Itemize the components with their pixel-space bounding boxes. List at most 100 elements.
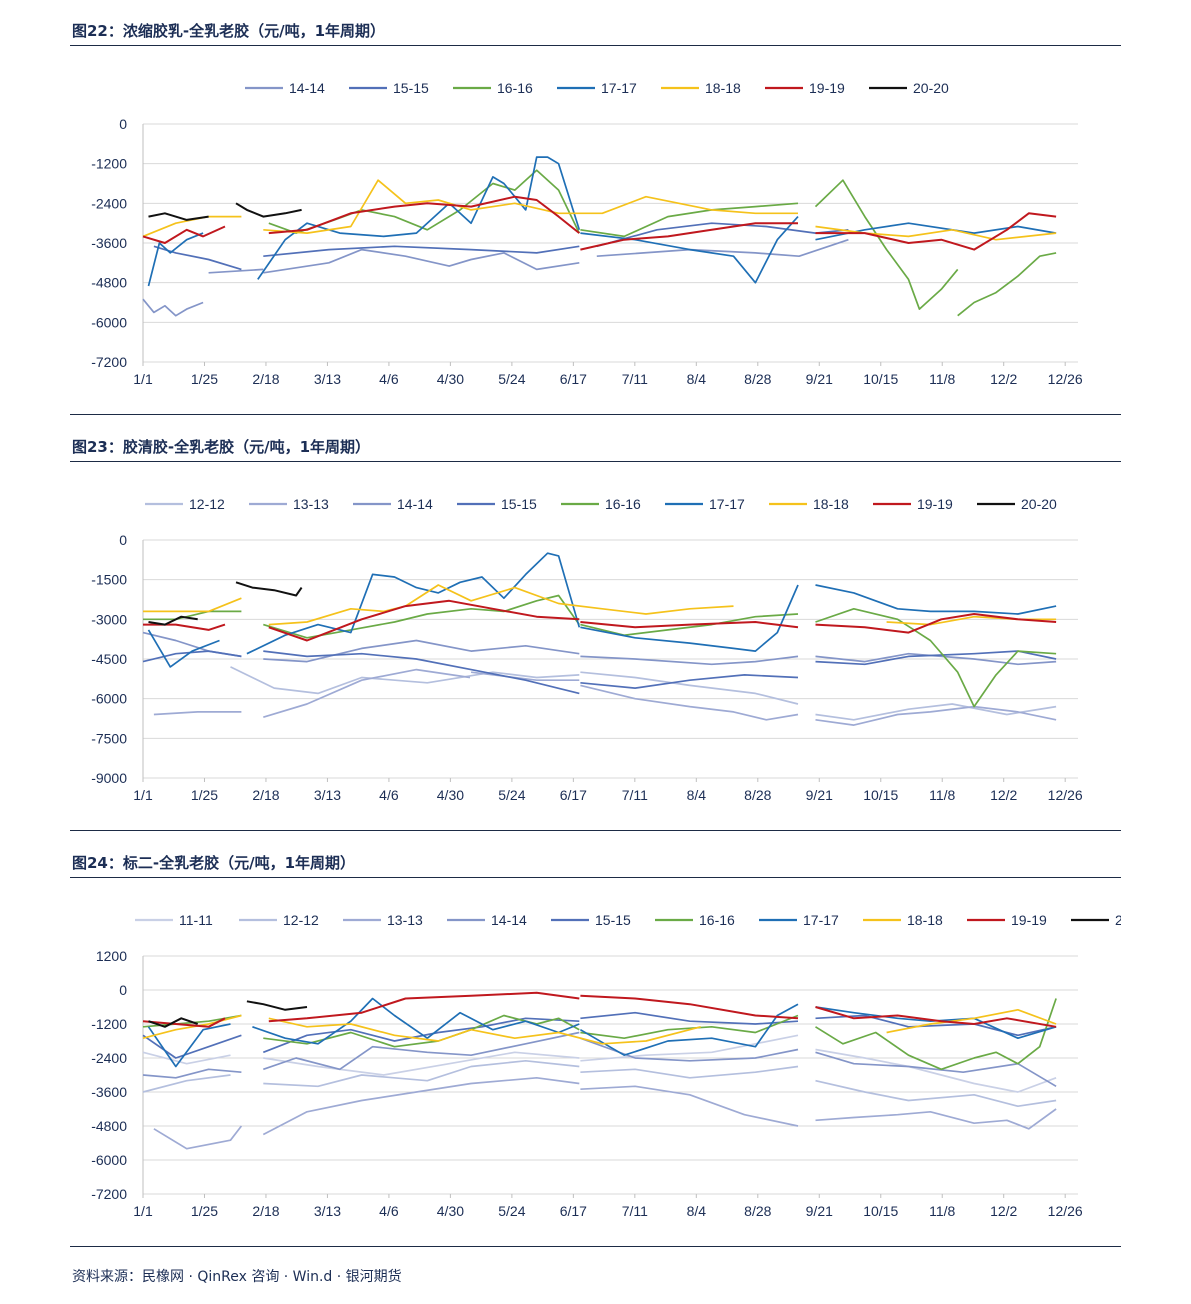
series-line-15-15 <box>815 650 1057 666</box>
x-tick-label: 4/30 <box>437 1203 464 1219</box>
x-tick-label: 11/8 <box>929 787 955 803</box>
series-line-19-19 <box>815 1006 1057 1028</box>
series-line-17-17 <box>147 629 220 668</box>
x-tick-label: 5/24 <box>498 787 525 803</box>
x-tick-label: 9/21 <box>806 371 833 387</box>
x-tick-label: 10/15 <box>863 787 898 803</box>
chart-panel-3: 1200 0 -1200 -2400 -3600 -4800 -6000 -7200 1/1 1/… <box>70 880 1151 1246</box>
legend-label: 11-11 <box>179 912 213 928</box>
series-line-15-15 <box>580 1011 799 1025</box>
legend-label: 20-20 <box>913 80 949 96</box>
series-line-17-17 <box>147 1023 231 1068</box>
legend-entry-19-19: 19-19 <box>873 496 953 512</box>
series-line-18-18 <box>142 1014 242 1040</box>
legend-entry-17-17: 17-17 <box>759 912 839 928</box>
x-tick-label: 8/28 <box>744 1203 771 1219</box>
x-tick-label: 4/30 <box>437 371 464 387</box>
chart-svg-2: 0 -1500 -3000 -4500 -6000 -7500 -9000 1/1 1/25 2/… <box>91 496 1083 803</box>
series-line-15-15 <box>263 650 580 695</box>
legend-entry-15-15: 15-15 <box>551 912 631 928</box>
y-tick-label: -4800 <box>91 1118 127 1134</box>
series-line-14-14 <box>815 652 1057 666</box>
series-line-19-19 <box>268 195 580 235</box>
y-tick-label: 0 <box>119 116 127 132</box>
series-line-14-14 <box>263 248 580 274</box>
legend-entry-14-14: 14-14 <box>447 912 527 928</box>
legend-label: 13-13 <box>293 496 329 512</box>
chart-title-3: 图24：标二-全乳老胶（元/吨，1年周期） <box>72 854 356 872</box>
series-line-12-12 <box>815 1079 1057 1108</box>
series-line-17-17 <box>246 552 581 655</box>
bottom-rule-1 <box>70 414 1121 415</box>
x-tick-label: 10/15 <box>863 1203 898 1219</box>
y-tick-label: 0 <box>119 532 127 548</box>
legend-label: 14-14 <box>289 80 325 96</box>
top-rule-3 <box>70 877 1121 878</box>
legend-label: 17-17 <box>601 80 637 96</box>
series-line-11-11 <box>815 1048 1057 1093</box>
series-line-14-14 <box>142 298 204 317</box>
x-tick-label: 8/4 <box>687 371 707 387</box>
x-tick-label: 3/13 <box>314 787 341 803</box>
x-tick-label: 4/6 <box>379 787 399 803</box>
series-line-17-17 <box>815 1006 1057 1040</box>
legend-entry-19-19: 19-19 <box>765 80 845 96</box>
x-tick-label: 9/21 <box>806 1203 833 1219</box>
chart-panel-1: 0 -1200 -2400 -3600 -4800 -6000 -7200 1/1 1/25 2/… <box>70 48 1121 414</box>
x-tick-label: 7/11 <box>622 1203 648 1219</box>
legend-label: 19-19 <box>1011 912 1047 928</box>
legend-entry-11-11: 11-11 <box>135 912 213 928</box>
x-tick-label: 7/11 <box>622 371 648 387</box>
series-line-20-20 <box>246 1000 308 1011</box>
x-tick-label: 4/6 <box>379 371 399 387</box>
series-line-18-18 <box>268 1017 701 1045</box>
y-tick-label: -4800 <box>91 275 127 291</box>
legend-entry-20-20: 20-20 <box>869 80 949 96</box>
x-tick-label: 1/1 <box>133 371 153 387</box>
chart-title-2: 图23：胶清胶-全乳老胶（元/吨，1年周期） <box>72 438 371 456</box>
series-line-13-13 <box>153 711 242 716</box>
series-line-12-12 <box>580 671 799 705</box>
series-line-17-17 <box>252 997 580 1045</box>
x-tick-label: 3/13 <box>314 1203 341 1219</box>
x-tick-label: 2/18 <box>252 787 279 803</box>
series-line-19-19 <box>815 613 1057 634</box>
series-line-17-17 <box>579 1003 799 1057</box>
y-tick-label: -1200 <box>91 1016 127 1032</box>
legend-label: 17-17 <box>709 496 745 512</box>
series-line-12-12 <box>815 703 1057 721</box>
x-tick-label: 1/25 <box>191 371 218 387</box>
x-tick-label: 10/15 <box>863 371 898 387</box>
series-line-16-16 <box>580 202 799 238</box>
series-line-12-12 <box>580 1065 799 1079</box>
x-tick-label: 2/18 <box>252 1203 279 1219</box>
y-tick-label: -1200 <box>91 156 127 172</box>
y-tick-label: -9000 <box>91 770 127 786</box>
x-tick-label: 6/17 <box>560 371 587 387</box>
series-line-19-19 <box>268 991 580 1023</box>
chart-svg-1: 0 -1200 -2400 -3600 -4800 -6000 -7200 1/1 1/25 2/… <box>91 80 1083 387</box>
series-line-11-11 <box>142 1051 231 1065</box>
series-line-19-19 <box>268 599 580 642</box>
series-line-13-13 <box>470 671 580 682</box>
series-line-20-20 <box>148 615 198 626</box>
legend-entry-17-17: 17-17 <box>557 80 637 96</box>
x-tick-label: 11/8 <box>929 1203 955 1219</box>
legend-entry-17-17: 17-17 <box>665 496 745 512</box>
series-line-18-18 <box>268 584 734 626</box>
y-tick-label: 0 <box>119 982 127 998</box>
legend-entry-15-15: 15-15 <box>349 80 429 96</box>
x-tick-label: 12/2 <box>990 787 1017 803</box>
series-line-13-13 <box>262 1076 580 1136</box>
series-line-12-12 <box>142 1074 231 1093</box>
x-tick-label: 12/26 <box>1048 371 1083 387</box>
series-line-16-16 <box>815 998 1057 1071</box>
series-line-20-20 <box>235 202 302 218</box>
legend-entry-15-15: 15-15 <box>457 496 537 512</box>
series-line-20-20 <box>148 212 209 221</box>
series-line-13-13 <box>263 668 471 719</box>
series-line-15-15 <box>815 1014 1057 1037</box>
x-tick-label: 1/25 <box>191 1203 218 1219</box>
legend-entry-18-18: 18-18 <box>661 80 741 96</box>
legend-entry-14-14: 14-14 <box>353 496 433 512</box>
